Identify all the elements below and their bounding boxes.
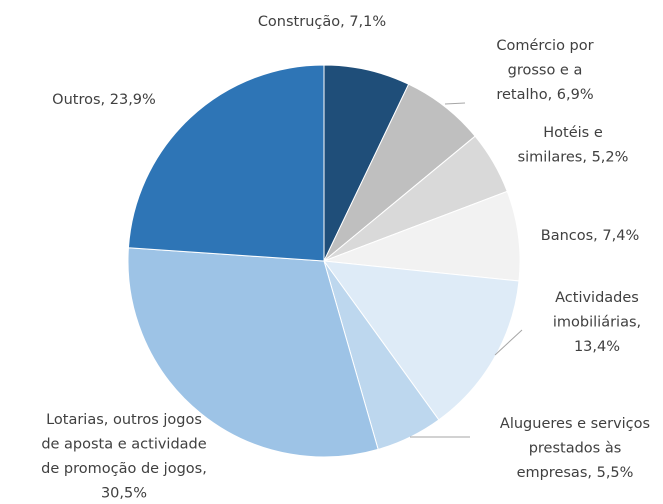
label-line: retalho, 6,9% [496,87,593,103]
data-label: Hotéis e similares, 5,2% [518,125,629,166]
label-line: Lotarias, outros jogos [46,412,202,428]
data-label: Outros, 23,9% [52,92,156,108]
data-label: Actividades imobiliárias, 13,4% [553,290,641,355]
leader-line [444,102,466,105]
label-line: 30,5% [101,486,147,502]
label-line: Hotéis e [543,125,603,141]
data-label: Construção, 7,1% [258,14,386,30]
label-line: Comércio por [496,38,593,54]
label-line: imobiliárias, [553,315,641,331]
label-line: 13,4% [574,339,620,355]
data-label: Bancos, 7,4% [541,228,639,244]
data-label: Alugueres e serviços prestados às empresas… [500,416,650,481]
pie-slice [322,260,520,421]
pie-slice [127,64,325,262]
label-line: de promoção de jogos, [41,461,207,477]
label-line: de aposta e actividade [41,437,206,453]
label-line: Alugueres e serviços [500,416,650,432]
label-line: Actividades [555,290,639,306]
label-line: Bancos, 7,4% [541,228,639,244]
pie-slice [127,247,379,458]
leader-line [494,329,523,356]
label-line: prestados às [529,441,622,457]
label-line: empresas, 5,5% [517,465,634,481]
label-line: grosso e a [508,63,583,79]
label-line: similares, 5,2% [518,150,629,166]
data-label: Lotarias, outros jogos de aposta e activi… [41,412,207,502]
label-line: Outros, 23,9% [52,92,156,108]
data-label: Comércio por grosso e a retalho, 6,9% [496,38,593,103]
label-line: Construção, 7,1% [258,14,386,30]
